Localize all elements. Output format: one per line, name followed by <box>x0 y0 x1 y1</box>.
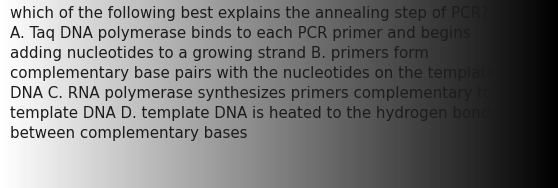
Text: which of the following best explains the annealing step of PCR?
A. Taq DNA polym: which of the following best explains the… <box>10 6 498 141</box>
